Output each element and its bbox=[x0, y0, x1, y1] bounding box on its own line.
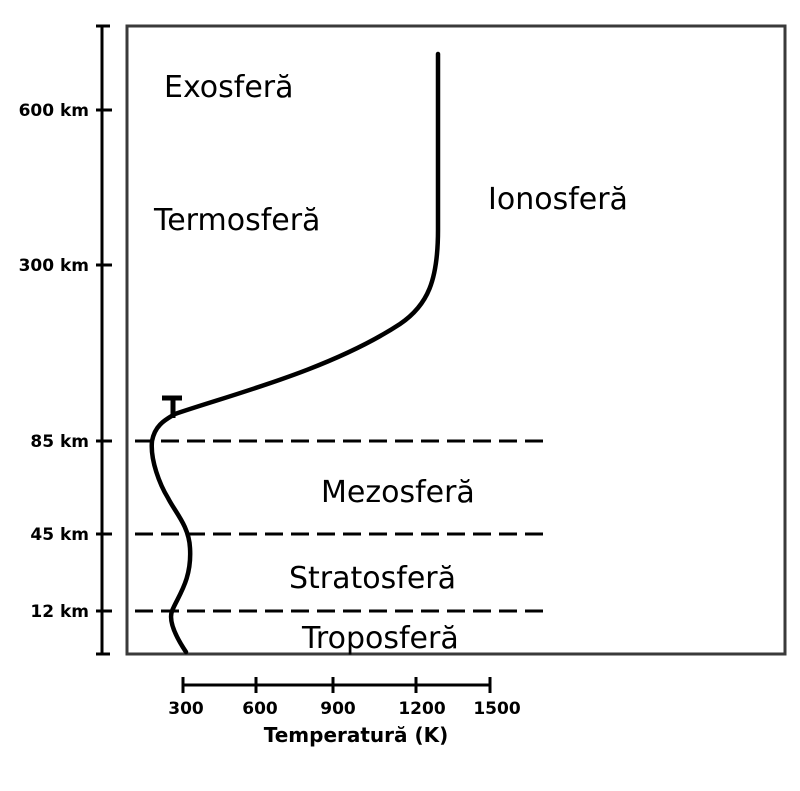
altitude-tick-12: 12 km bbox=[30, 602, 89, 622]
temp-tick-900: 900 bbox=[320, 699, 356, 719]
temperature-axis bbox=[181, 677, 492, 693]
altitude-tick-45: 45 km bbox=[30, 525, 89, 545]
label-troposphere: Troposferă bbox=[301, 621, 459, 656]
mesopause-marker bbox=[162, 395, 182, 418]
altitude-axis bbox=[96, 24, 112, 656]
temp-tick-600: 600 bbox=[242, 699, 278, 719]
label-stratosphere: Stratosferă bbox=[289, 561, 456, 596]
temperature-profile-curve bbox=[149, 51, 441, 655]
altitude-tick-600: 600 km bbox=[19, 101, 89, 121]
label-thermosphere: Termosferă bbox=[153, 203, 320, 238]
label-mesosphere: Mezosferă bbox=[321, 475, 475, 510]
layer-boundaries bbox=[135, 439, 545, 613]
temp-tick-1200: 1200 bbox=[398, 699, 445, 719]
temp-tick-300: 300 bbox=[168, 699, 204, 719]
label-exosphere: Exosferă bbox=[164, 70, 294, 105]
diagram-frame bbox=[125, 24, 787, 656]
temp-tick-1500: 1500 bbox=[473, 699, 520, 719]
label-ionosphere: Ionosferă bbox=[488, 182, 628, 217]
altitude-tick-300: 300 km bbox=[19, 256, 89, 276]
temperature-axis-title: Temperatură (K) bbox=[264, 723, 449, 747]
altitude-tick-85: 85 km bbox=[30, 432, 89, 452]
